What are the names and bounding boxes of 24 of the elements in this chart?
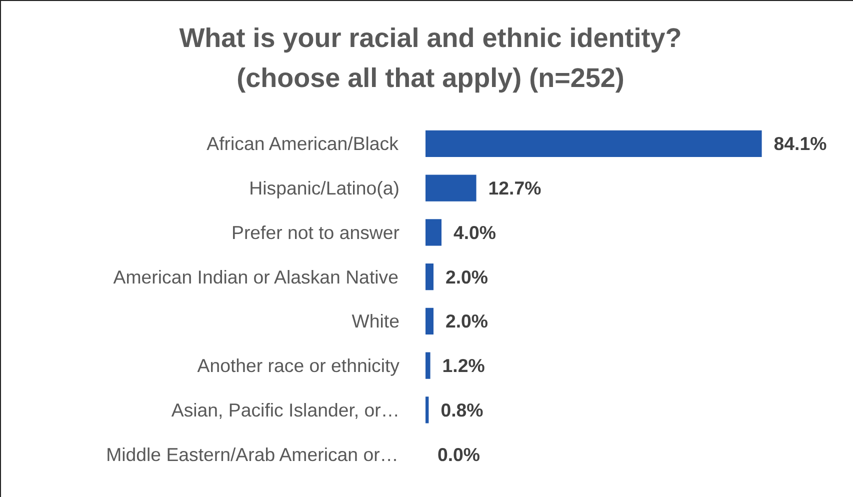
y-tick-label: Hispanic/Latino(a) (249, 178, 400, 199)
chart-title: What is your racial and ethnic identity? (choose all that apply) (n=252) (179, 22, 682, 95)
y-tick-label: Middle Eastern/Arab American or… (106, 444, 398, 465)
y-tick-label: African American/Black (206, 133, 400, 154)
data-label: 0.8% (440, 399, 484, 420)
bar (426, 396, 429, 424)
bar (426, 264, 434, 290)
bar (426, 308, 434, 334)
y-tick-label: Asian, Pacific Islander, or… (171, 399, 400, 420)
bar (426, 219, 442, 246)
y-tick-label: Prefer not to answer (232, 222, 400, 243)
bar (426, 130, 762, 157)
data-label: 2.0% (445, 266, 488, 288)
data-label: 12.7% (488, 178, 542, 199)
data-label: 1.2% (442, 355, 486, 376)
data-label: 4.0% (453, 222, 496, 243)
data-label: 2.0% (445, 310, 488, 332)
bar (426, 174, 476, 202)
y-tick-label: White (352, 310, 400, 332)
bar (426, 352, 430, 379)
y-tick-label: Another race or ethnicity (197, 355, 400, 376)
data-label: 84.1% (774, 133, 828, 154)
y-tick-label: American Indian or Alaskan Native (113, 266, 398, 288)
data-label: 0.0% (438, 444, 480, 465)
